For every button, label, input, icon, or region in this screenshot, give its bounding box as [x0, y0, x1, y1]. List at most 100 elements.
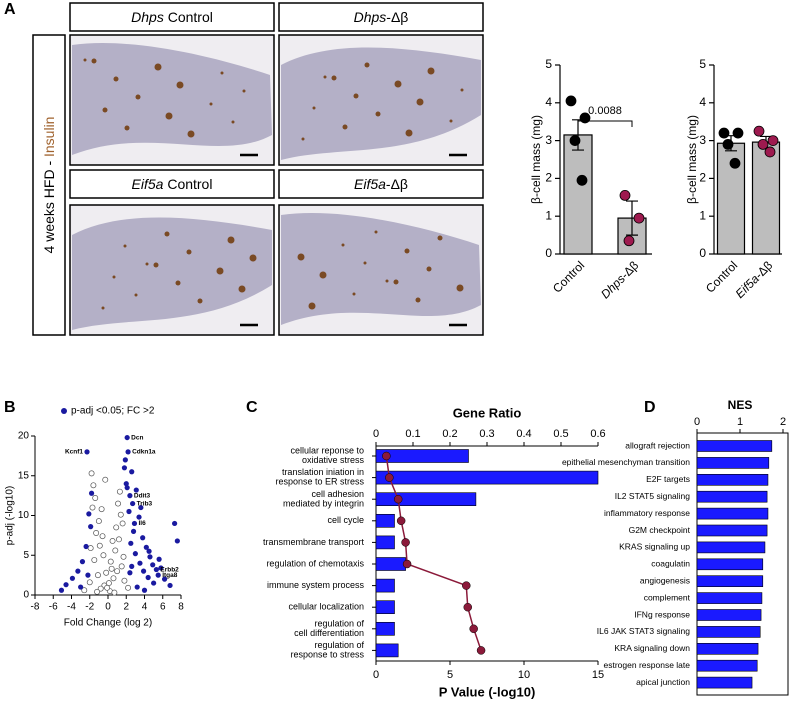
x-tick-label: 15	[592, 669, 604, 681]
panel-letter: D	[644, 399, 656, 416]
text-part: Eif5a	[354, 176, 386, 192]
category-label: IFNg response	[634, 609, 690, 619]
islet	[312, 106, 316, 110]
image-label-box	[278, 169, 484, 199]
data-point	[718, 127, 730, 139]
x2-tick-label: 0.1	[405, 428, 420, 440]
volcano-point	[97, 585, 104, 592]
category-label: response to ER stress	[275, 477, 364, 487]
category-label: coagulatin	[651, 559, 690, 569]
gene-label: Dcn	[131, 434, 143, 441]
islet	[341, 243, 345, 247]
category-label: estrogen response late	[604, 660, 691, 670]
volcano-point	[69, 575, 76, 581]
p-value-point	[385, 473, 394, 482]
y-tick-label: 0	[23, 590, 29, 601]
y-axis-label: β-cell mass (mg)	[529, 115, 543, 204]
data-point	[757, 138, 769, 150]
islet	[175, 280, 181, 286]
category-label: regulation of	[314, 640, 364, 650]
data-point	[579, 112, 591, 124]
x2-tick-label: 0.4	[516, 428, 531, 440]
bar	[375, 449, 469, 463]
bar	[696, 457, 770, 469]
x-tick-label: 2	[780, 416, 786, 428]
p-value-line	[385, 455, 482, 651]
data-point	[722, 138, 734, 150]
islet	[374, 230, 378, 234]
volcano-point	[63, 582, 69, 588]
volcano-point	[89, 504, 96, 511]
islet	[242, 89, 246, 93]
image-label-box	[278, 2, 484, 32]
islet	[197, 298, 203, 304]
islet	[164, 231, 170, 237]
image-label-box	[69, 169, 275, 199]
gene-label: Itga8	[162, 572, 178, 579]
volcano-point	[95, 518, 102, 525]
image-label: Eif5a-Δβ	[354, 176, 408, 192]
text-part: Control	[163, 176, 212, 192]
islet	[227, 236, 235, 244]
bar	[375, 513, 395, 528]
category-label: E2F targets	[646, 474, 690, 484]
volcano-point	[156, 556, 162, 562]
category-label: KRAS signaling up	[619, 542, 690, 552]
y-tick-label: 20	[18, 431, 30, 442]
bar	[375, 470, 599, 485]
volcano-point	[125, 449, 131, 455]
volcano-point	[87, 545, 94, 552]
volcano-point	[83, 543, 89, 550]
islet	[216, 267, 224, 275]
x-tick-label: Control	[550, 258, 587, 295]
gene-label: Ddit3	[134, 492, 151, 499]
category-label: cell adhesion	[311, 489, 364, 499]
volcano-point	[151, 580, 157, 586]
volcano-point	[119, 520, 126, 527]
volcano-point	[141, 587, 148, 593]
islet	[231, 120, 235, 124]
volcano-point	[114, 568, 121, 575]
x-tick-label: 1	[737, 416, 743, 428]
volcano-point	[108, 565, 115, 572]
volcano-point	[140, 535, 146, 541]
y-axis-label: β-cell mass (mg)	[685, 115, 699, 204]
category-label: regulation of	[314, 618, 364, 628]
islet	[91, 58, 97, 64]
p-value-point	[382, 451, 391, 461]
volcano-point	[103, 569, 110, 576]
category-label: cell cycle	[327, 515, 364, 525]
volcano-point	[115, 536, 122, 543]
volcano-point	[127, 570, 133, 576]
islet	[113, 76, 119, 82]
bar	[375, 557, 406, 571]
volcano-point	[123, 481, 129, 487]
volcano-point	[58, 587, 65, 593]
volcano-point	[129, 469, 135, 475]
x-tick-label: 8	[178, 602, 184, 613]
error-bar	[626, 200, 638, 236]
islet	[238, 285, 246, 293]
volcano-point	[122, 457, 128, 463]
volcano-point	[131, 520, 138, 527]
volcano-point	[109, 537, 116, 544]
bar	[696, 609, 762, 621]
bar	[696, 642, 759, 655]
y-tick-label: 5	[23, 550, 29, 561]
y-tick-label: 4	[699, 95, 706, 109]
volcano-point	[88, 524, 94, 530]
data-point	[569, 135, 581, 147]
y-tick-label: 1	[545, 208, 552, 222]
islet	[134, 293, 138, 297]
tissue	[281, 47, 481, 160]
islet	[415, 297, 421, 303]
bar	[696, 490, 768, 503]
text-part: Control	[550, 258, 587, 295]
bar	[375, 578, 395, 593]
volcano-point	[121, 577, 128, 584]
text-part: Dhps	[354, 9, 387, 25]
volcano-point	[84, 449, 90, 455]
bar	[696, 507, 769, 520]
x-tick-label: -4	[67, 602, 76, 613]
bar	[696, 592, 763, 604]
